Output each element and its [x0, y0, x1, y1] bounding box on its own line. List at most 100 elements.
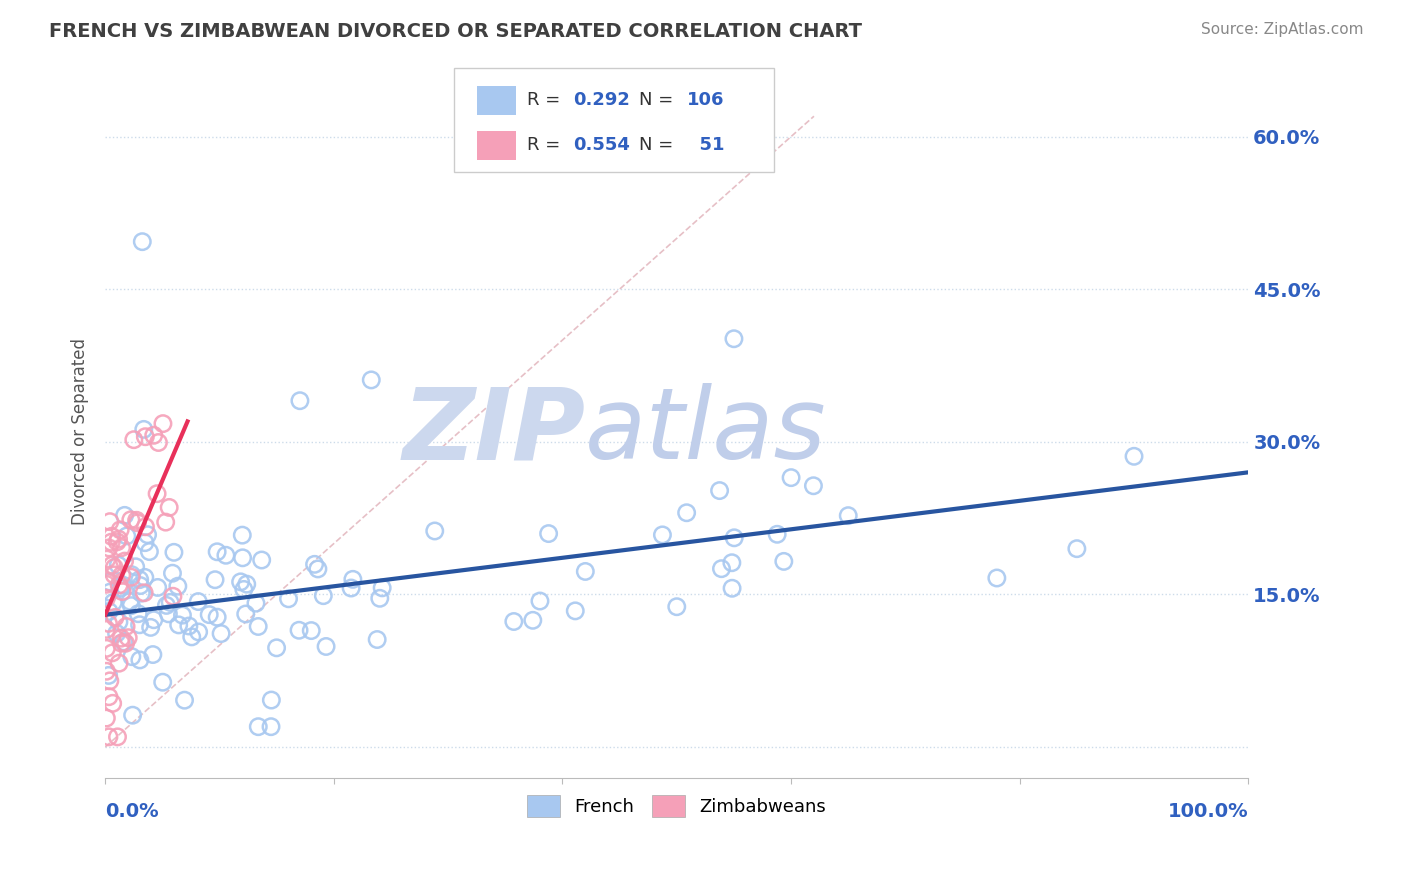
Point: [721, 556, 744, 570]
Point: [232, 550, 254, 565]
Point: [371, 581, 394, 595]
Point: [167, 618, 190, 632]
Point: [723, 332, 745, 346]
Point: [115, 619, 138, 633]
Point: [101, 646, 124, 660]
Point: [780, 470, 803, 484]
Point: [121, 567, 143, 582]
Point: [574, 565, 596, 579]
Point: [98, 585, 121, 599]
Point: [205, 610, 228, 624]
Point: [112, 635, 135, 649]
Point: [103, 560, 125, 574]
Point: [368, 591, 391, 606]
Point: [108, 523, 131, 537]
Point: [127, 516, 149, 530]
Point: [675, 506, 697, 520]
Point: [299, 624, 322, 638]
Point: [522, 613, 544, 627]
Point: [96, 665, 118, 679]
Point: [423, 524, 446, 538]
Point: [97, 690, 120, 704]
Point: [152, 675, 174, 690]
Point: [128, 653, 150, 667]
Point: [96, 711, 118, 725]
Point: [205, 545, 228, 559]
Text: 100.0%: 100.0%: [1168, 802, 1249, 821]
Point: [105, 534, 128, 549]
Point: [101, 558, 124, 573]
Point: [236, 577, 259, 591]
Point: [96, 552, 118, 566]
Point: [366, 632, 388, 647]
Point: [108, 578, 131, 592]
Point: [142, 613, 165, 627]
Text: N =: N =: [640, 136, 679, 154]
Point: [110, 541, 132, 555]
Point: [803, 479, 825, 493]
Point: [342, 572, 364, 586]
Point: [108, 581, 131, 595]
Point: [112, 578, 135, 592]
Point: [166, 579, 188, 593]
Point: [266, 640, 288, 655]
Point: [142, 648, 165, 662]
Point: [304, 558, 326, 572]
Point: [710, 562, 733, 576]
Point: [96, 577, 118, 591]
Point: [231, 528, 253, 542]
Point: [204, 573, 226, 587]
Text: 0.0%: 0.0%: [105, 802, 159, 821]
Text: FRENCH VS ZIMBABWEAN DIVORCED OR SEPARATED CORRELATION CHART: FRENCH VS ZIMBABWEAN DIVORCED OR SEPARAT…: [49, 22, 862, 41]
Point: [172, 608, 194, 623]
Point: [772, 554, 794, 568]
Point: [198, 607, 221, 622]
Point: [155, 515, 177, 529]
Text: 106: 106: [688, 92, 724, 110]
Point: [104, 610, 127, 624]
Point: [360, 373, 382, 387]
Point: [146, 581, 169, 595]
Point: [136, 527, 159, 541]
Point: [247, 619, 270, 633]
Point: [766, 527, 789, 541]
Point: [110, 631, 132, 645]
Point: [121, 649, 143, 664]
Point: [277, 591, 299, 606]
Point: [110, 636, 132, 650]
FancyBboxPatch shape: [454, 69, 773, 172]
Point: [537, 526, 560, 541]
Point: [129, 586, 152, 600]
Point: [134, 570, 156, 584]
Point: [250, 553, 273, 567]
Point: [96, 641, 118, 656]
Point: [120, 570, 142, 584]
Point: [120, 599, 142, 613]
Point: [340, 581, 363, 595]
Point: [564, 604, 586, 618]
Point: [131, 235, 153, 249]
Point: [98, 605, 121, 619]
Point: [159, 595, 181, 609]
Point: [108, 656, 131, 670]
Point: [260, 693, 283, 707]
Point: [723, 531, 745, 545]
Point: [529, 594, 551, 608]
Point: [121, 708, 143, 723]
Text: atlas: atlas: [585, 384, 827, 480]
Point: [120, 594, 142, 608]
Point: [260, 720, 283, 734]
Point: [128, 617, 150, 632]
Point: [117, 631, 139, 645]
Point: [665, 599, 688, 614]
Point: [162, 566, 184, 581]
Point: [187, 624, 209, 639]
Point: [134, 430, 156, 444]
Point: [134, 520, 156, 534]
Point: [152, 417, 174, 431]
Point: [107, 532, 129, 546]
Point: [288, 624, 311, 638]
Point: [134, 586, 156, 600]
Point: [229, 574, 252, 589]
Legend: French, Zimbabweans: French, Zimbabweans: [520, 788, 834, 824]
